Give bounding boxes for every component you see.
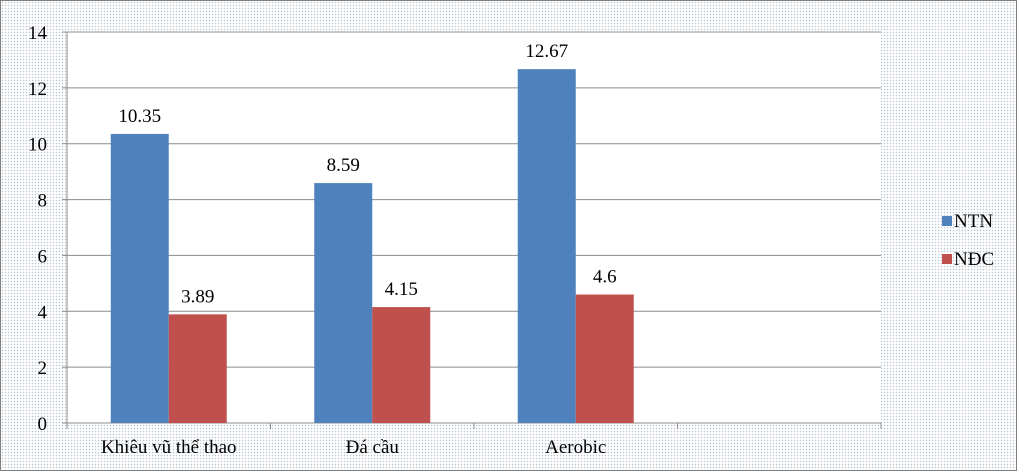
bar bbox=[575, 294, 634, 423]
data-label: 8.59 bbox=[327, 155, 360, 176]
bar bbox=[517, 69, 576, 424]
data-label: 3.89 bbox=[181, 286, 214, 307]
legend: NTN NĐC bbox=[942, 211, 994, 270]
y-tick-label: 6 bbox=[38, 246, 48, 267]
data-label: 12.67 bbox=[525, 41, 568, 62]
bar bbox=[110, 133, 169, 424]
data-labels: 10.35 8.59 12.67 3.89 4.15 4.6 bbox=[118, 41, 616, 307]
data-label: 10.35 bbox=[118, 106, 161, 127]
y-tick-label: 0 bbox=[38, 414, 48, 435]
x-category-label: Khiêu vũ thể thao bbox=[101, 437, 237, 458]
legend-label: NĐC bbox=[954, 249, 994, 270]
axes: 0 2 4 6 8 10 12 14 Khiêu vũ thể thao Đá cầu Aerobi… bbox=[28, 23, 882, 458]
y-tick-label: 12 bbox=[28, 79, 47, 100]
y-tick-label: 14 bbox=[28, 23, 48, 44]
data-label: 4.15 bbox=[385, 279, 418, 300]
legend-swatch bbox=[942, 254, 952, 264]
x-category-label: Đá cầu bbox=[346, 437, 400, 458]
y-tick-label: 4 bbox=[38, 302, 48, 323]
bar bbox=[372, 307, 431, 423]
data-label: 4.6 bbox=[593, 267, 617, 288]
bar bbox=[314, 183, 373, 423]
y-tick-label: 8 bbox=[38, 191, 48, 212]
gridlines bbox=[67, 31, 881, 368]
y-tick-label: 2 bbox=[38, 358, 48, 379]
bar bbox=[168, 314, 227, 423]
y-tick-label: 10 bbox=[28, 135, 47, 156]
legend-label: NTN bbox=[954, 211, 993, 232]
x-category-label: Aerobic bbox=[545, 437, 606, 458]
bars bbox=[110, 69, 634, 424]
legend-swatch bbox=[942, 216, 952, 226]
